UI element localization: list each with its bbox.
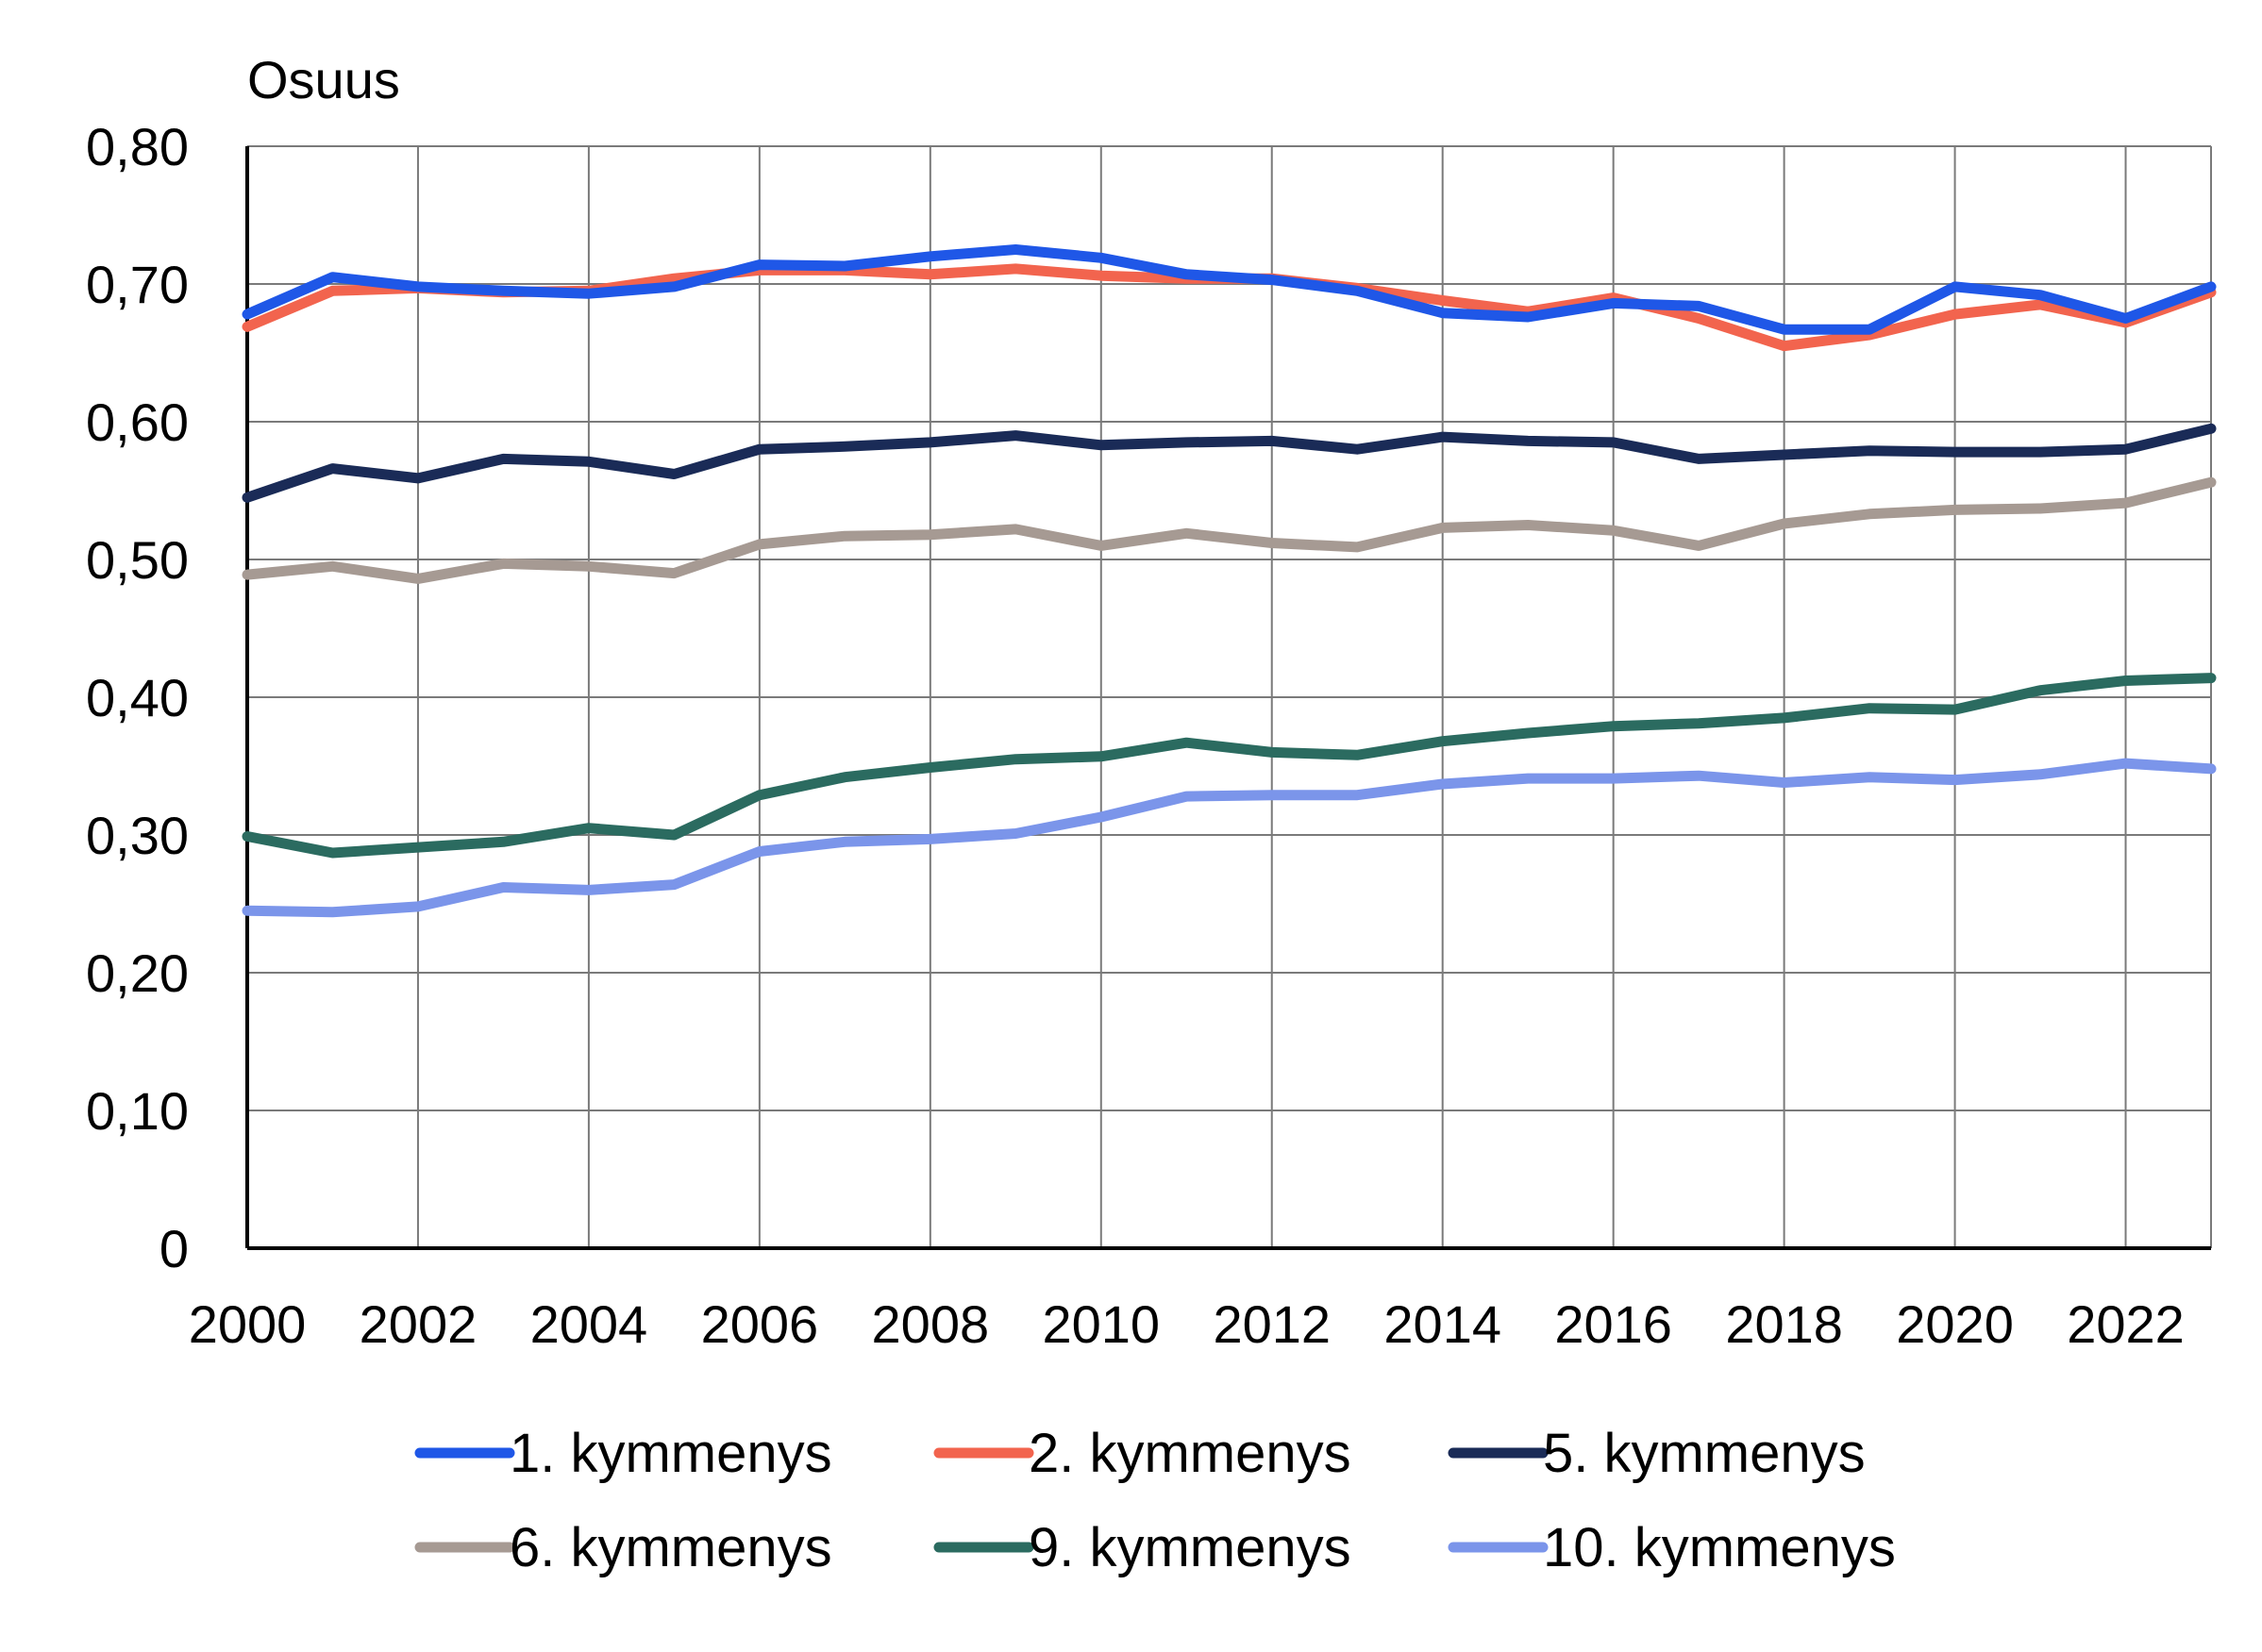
legend-item-10-kymmenys: 10. kymmenys <box>1448 1517 1896 1578</box>
series-line-10-kymmenys <box>242 758 2217 918</box>
series-line-9-kymmenys <box>242 673 2217 859</box>
legend-label: 9. kymmenys <box>1029 1517 1351 1578</box>
y-tick-label: 0,20 <box>86 943 189 1003</box>
y-tick-label: 0,10 <box>86 1081 189 1141</box>
x-tick-label: 2008 <box>872 1294 990 1354</box>
series-lines <box>242 244 2217 918</box>
x-tick-label: 2016 <box>1554 1294 1672 1354</box>
legend: 1. kymmenys 2. kymmenys 5. kymmenys 6. kymm… <box>414 1423 1896 1578</box>
y-tick-label: 0 <box>159 1219 189 1278</box>
legend-item-9-kymmenys: 9. kymmenys <box>933 1517 1351 1578</box>
y-tick-labels: 0 0,10 0,20 0,30 0,40 0,50 0,60 0,70 0,80 <box>86 117 189 1278</box>
x-tick-label: 2012 <box>1213 1294 1331 1354</box>
legend-item-1-kymmenys: 1. kymmenys <box>414 1423 832 1484</box>
x-tick-label: 2002 <box>360 1294 478 1354</box>
legend-label: 6. kymmenys <box>510 1517 832 1578</box>
x-tick-label: 2014 <box>1383 1294 1501 1354</box>
y-tick-label: 0,50 <box>86 530 189 590</box>
legend-label: 5. kymmenys <box>1543 1423 1866 1484</box>
y-tick-label: 0,40 <box>86 668 189 727</box>
series-line-1-kymmenys <box>242 244 2217 335</box>
x-tick-label: 2004 <box>530 1294 648 1354</box>
x-tick-labels: 2000 2002 2004 2006 2008 2010 2012 2014 2016 2018… <box>189 1294 2185 1354</box>
legend-item-5-kymmenys: 5. kymmenys <box>1448 1423 1866 1484</box>
x-tick-label: 2010 <box>1042 1294 1160 1354</box>
y-tick-label: 0,70 <box>86 255 189 314</box>
legend-label: 2. kymmenys <box>1029 1423 1351 1484</box>
y-tick-label: 0,30 <box>86 806 189 865</box>
y-tick-label: 0,80 <box>86 117 189 176</box>
grid <box>247 145 2212 1248</box>
legend-label: 1. kymmenys <box>510 1423 832 1484</box>
series-line-6-kymmenys <box>242 476 2217 584</box>
legend-label: 10. kymmenys <box>1543 1517 1896 1578</box>
x-tick-label: 2020 <box>1896 1294 2014 1354</box>
x-tick-label: 2000 <box>189 1294 307 1354</box>
y-tick-label: 0,60 <box>86 392 189 452</box>
y-axis-title: Osuus <box>247 50 400 109</box>
legend-item-6-kymmenys: 6. kymmenys <box>414 1517 832 1578</box>
x-tick-label: 2018 <box>1725 1294 1843 1354</box>
legend-item-2-kymmenys: 2. kymmenys <box>933 1423 1351 1484</box>
x-tick-label: 2022 <box>2067 1294 2185 1354</box>
series-line-5-kymmenys <box>242 423 2217 503</box>
x-tick-label: 2006 <box>701 1294 819 1354</box>
